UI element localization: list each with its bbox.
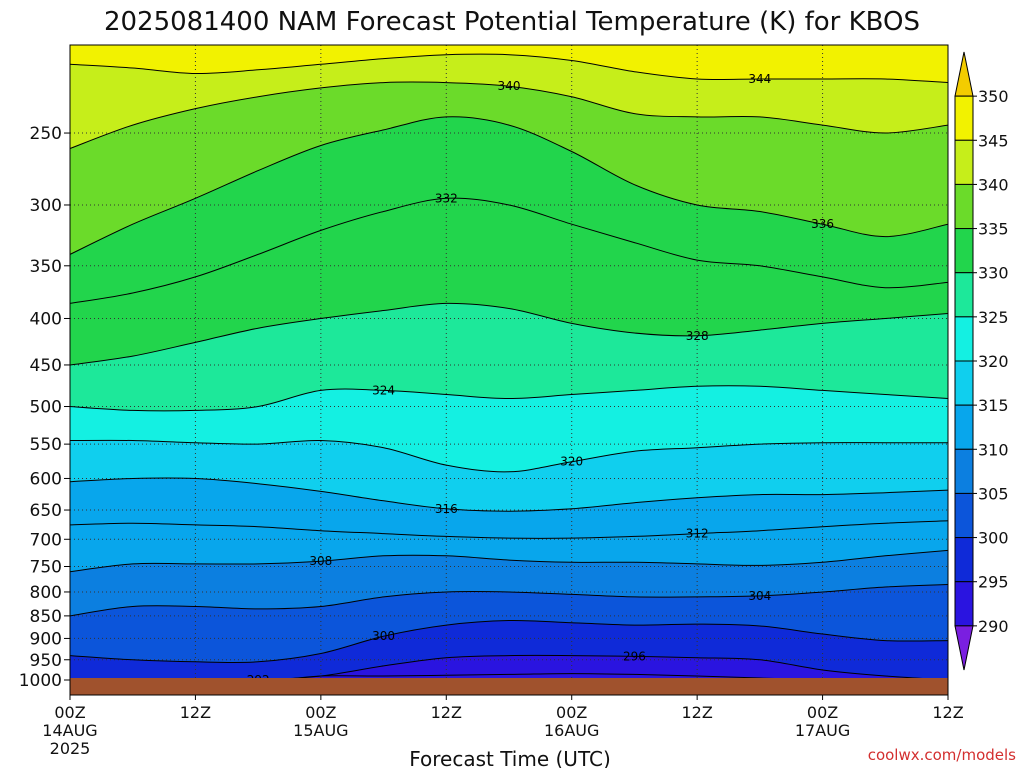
- contour-label: 344: [748, 72, 771, 86]
- y-tick-label: 1000: [19, 671, 62, 691]
- contour-line-312: [70, 520, 948, 539]
- colorbar-label: 345: [978, 131, 1009, 150]
- x-tick-label: 2025: [50, 739, 91, 758]
- x-tick-label: 12Z: [681, 703, 712, 722]
- y-tick-label: 350: [30, 257, 62, 277]
- x-tick-label: 00Z: [556, 703, 587, 722]
- x-tick-label: 14AUG: [42, 721, 97, 740]
- contour-label: 336: [811, 217, 834, 231]
- x-tick-label: 12Z: [932, 703, 963, 722]
- y-tick-label: 550: [30, 435, 62, 455]
- colorbar-label: 290: [978, 617, 1009, 636]
- contour-line-336: [70, 116, 948, 255]
- colorbar-arrow-top: [954, 51, 974, 97]
- contour-line-320: [70, 439, 948, 473]
- x-tick-label: 16AUG: [544, 721, 599, 740]
- colorbar-label: 315: [978, 396, 1009, 415]
- x-tick-label: 00Z: [54, 703, 85, 722]
- watermark: coolwx.com/models: [868, 746, 1016, 764]
- colorbar-box: [954, 537, 974, 583]
- colorbar-box: [954, 228, 974, 274]
- contour-line-292: [293, 673, 776, 678]
- colorbar-box: [954, 404, 974, 450]
- colorbar-label: 325: [978, 308, 1009, 327]
- contour-line-344: [70, 53, 948, 84]
- colorbar-box: [954, 581, 974, 627]
- contour-line-316: [70, 477, 948, 512]
- colorbar-label: 330: [978, 264, 1009, 283]
- y-tick-label: 500: [30, 398, 62, 418]
- contour-line-296: [291, 654, 923, 678]
- y-tick-label: 950: [30, 651, 62, 671]
- y-tick-label: 750: [30, 557, 62, 577]
- colorbar-box: [954, 183, 974, 230]
- x-tick-label: 00Z: [807, 703, 838, 722]
- y-tick-label: 650: [30, 501, 62, 521]
- colorbar-label: 340: [978, 175, 1009, 194]
- contour-label: 324: [372, 383, 395, 397]
- y-tick-label: 250: [30, 124, 62, 144]
- y-tick-label: 700: [30, 530, 62, 550]
- fill-band-344: [70, 45, 948, 83]
- y-tick-label: 450: [30, 356, 62, 376]
- colorbar-label: 305: [978, 484, 1009, 503]
- x-tick-label: 17AUG: [795, 721, 850, 740]
- colorbar-box: [954, 492, 974, 539]
- y-tick-label: 850: [30, 607, 62, 627]
- contour-label: 300: [372, 629, 395, 643]
- colorbar-label: 350: [978, 87, 1009, 106]
- colorbar-arrow-bottom: [954, 625, 974, 671]
- colorbar-label: 310: [978, 440, 1009, 459]
- contour-line-304: [70, 584, 948, 617]
- contour-line-332: [70, 197, 948, 304]
- contour-line-328: [70, 302, 948, 366]
- contour-line-340: [70, 81, 948, 149]
- x-axis-label: Forecast Time (UTC): [409, 747, 611, 768]
- contour-label: 312: [686, 527, 709, 541]
- contour-line-308: [70, 549, 948, 573]
- contour-lines: [70, 53, 948, 678]
- y-tick-label: 600: [30, 469, 62, 489]
- x-tick-label: 15AUG: [293, 721, 348, 740]
- contour-line-324: [70, 385, 948, 412]
- contour-label: 296: [623, 649, 646, 663]
- colorbar-label: 335: [978, 220, 1009, 239]
- plot-frame: [69, 44, 949, 696]
- colorbar-box: [954, 272, 974, 318]
- contour-line-300: [70, 619, 948, 664]
- colorbar-box: [954, 448, 974, 494]
- chart-title: 2025081400 NAM Forecast Potential Temper…: [104, 7, 920, 37]
- colorbar-box: [954, 316, 974, 362]
- y-tick-label: 400: [30, 309, 62, 329]
- y-tick-label: 300: [30, 196, 62, 216]
- contour-label: 316: [435, 502, 458, 516]
- y-tick-label: 800: [30, 583, 62, 603]
- colorbar-box: [954, 360, 974, 406]
- colorbar-box: [954, 95, 974, 141]
- colorbar-box: [954, 139, 974, 185]
- contour-label: 332: [435, 191, 458, 205]
- colorbar-label: 320: [978, 352, 1009, 371]
- colorbar-label: 300: [978, 529, 1009, 548]
- x-tick-label: 00Z: [305, 703, 336, 722]
- y-axis: 2503003504004505005506006507007508008509…: [19, 124, 70, 691]
- contour-label: 340: [498, 79, 521, 93]
- filled-contours: [70, 45, 948, 678]
- contour-label: 320: [560, 455, 583, 469]
- y-tick-label: 900: [30, 629, 62, 649]
- contour-label: 328: [686, 329, 709, 343]
- contour-label: 308: [309, 554, 332, 568]
- x-tick-label: 12Z: [180, 703, 211, 722]
- colorbar: 290 295 300 305 310 315 320 325 330 335 340 345 350: [954, 51, 1009, 671]
- ground-strip: [70, 678, 948, 695]
- contour-label: 304: [748, 589, 771, 603]
- x-tick-label: 12Z: [431, 703, 462, 722]
- colorbar-label: 295: [978, 573, 1009, 592]
